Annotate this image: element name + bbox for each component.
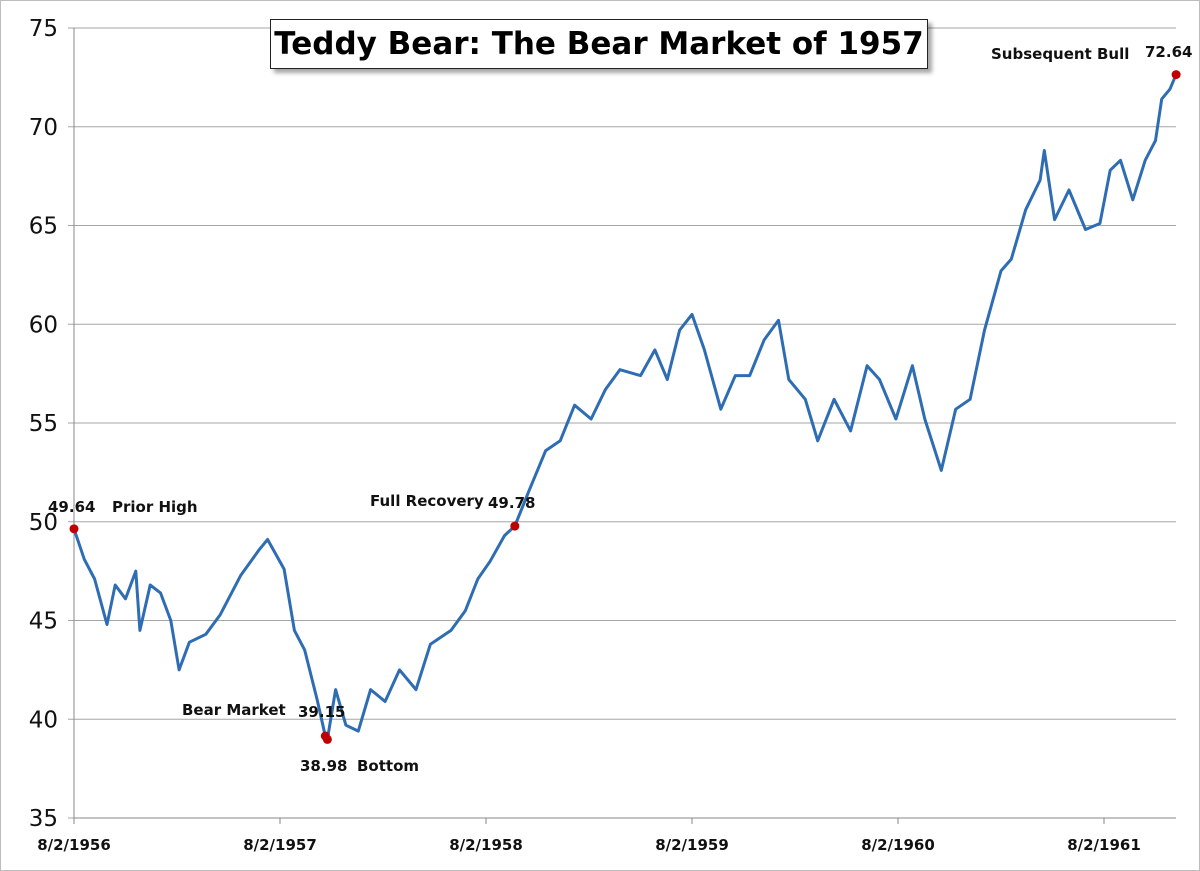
x-tick-label: 8/2/1957 <box>243 836 317 854</box>
y-tick-label: 40 <box>29 707 58 733</box>
annotation-bear-market-value: 39.15 <box>298 703 345 721</box>
x-tick-label: 8/2/1958 <box>449 836 523 854</box>
annotation-bear-market-label: Bear Market <box>182 701 286 719</box>
x-tick-label: 8/2/1960 <box>861 836 935 854</box>
marker-point <box>69 524 79 534</box>
y-tick-label: 50 <box>29 510 58 536</box>
y-axis-ticks: 35 40 45 50 55 60 65 70 75 <box>29 16 58 832</box>
annotation-prior-high-label: Prior High <box>112 498 198 516</box>
annotation-full-recovery-label: Full Recovery <box>370 492 484 510</box>
chart-title: Teddy Bear: The Bear Market of 1957 <box>270 19 928 69</box>
annotation-subsequent-bull-label: Subsequent Bull <box>991 45 1129 63</box>
y-tick-label: 60 <box>29 312 58 338</box>
markers-layer <box>69 70 1181 744</box>
annotations: 49.64 Prior High Bear Market 39.15 38.98… <box>48 43 1192 775</box>
y-tick-label: 75 <box>29 16 58 42</box>
y-tick-label: 35 <box>29 806 58 832</box>
annotation-bottom-value: 38.98 <box>300 757 347 775</box>
gridlines <box>68 27 1176 819</box>
marker-point <box>1171 70 1181 80</box>
x-tick-label: 8/2/1961 <box>1067 836 1141 854</box>
marker-point <box>510 521 520 531</box>
annotation-full-recovery-value: 49.78 <box>488 494 535 512</box>
annotation-bottom-label: Bottom <box>357 757 419 775</box>
series-layer <box>72 74 1178 741</box>
x-tick-label: 8/2/1956 <box>37 836 111 854</box>
x-axis-ticks: 8/2/1956 8/2/1957 8/2/1958 8/2/1959 8/2/1960… <box>37 818 1141 854</box>
y-tick-label: 65 <box>29 214 58 240</box>
y-tick-label: 70 <box>29 115 58 141</box>
x-tick-label: 8/2/1959 <box>655 836 729 854</box>
series-line-index <box>72 74 1178 741</box>
annotation-subsequent-bull-value: 72.64 <box>1145 43 1192 61</box>
annotation-prior-high-value: 49.64 <box>48 498 95 516</box>
marker-point <box>322 734 332 744</box>
y-tick-label: 55 <box>29 411 58 437</box>
y-tick-label: 45 <box>29 609 58 635</box>
